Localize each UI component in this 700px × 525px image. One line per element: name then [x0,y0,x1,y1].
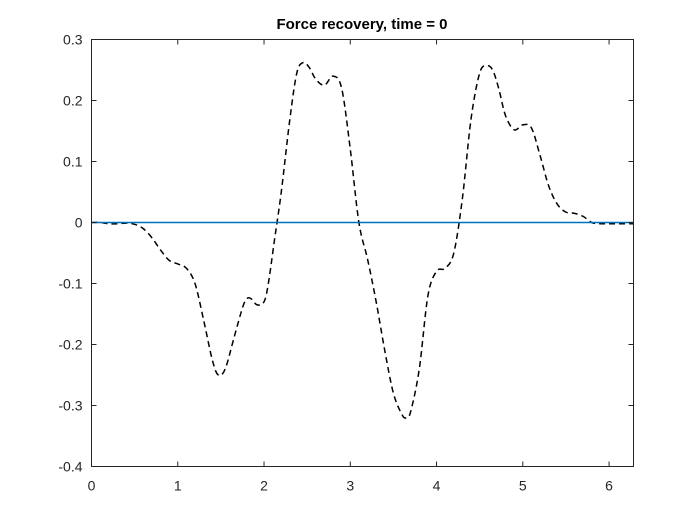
series-layer [91,61,634,419]
plot-area [91,39,634,467]
y-tick-label: 0 [75,215,83,231]
y-tick-label: 0.2 [63,93,83,109]
x-axis: 0 1 2 3 4 5 6 [88,39,613,494]
x-tick-label: 3 [346,478,354,494]
x-tick-label: 0 [88,478,96,494]
x-tick-label: 4 [433,478,441,494]
y-tick-label: -0.3 [58,398,82,414]
y-tick-label: -0.2 [58,337,82,353]
y-tick-label: -0.1 [58,276,82,292]
x-tick-label: 1 [174,478,182,494]
axes-box [91,39,634,467]
x-tick-label: 5 [519,478,527,494]
y-tick-label: -0.4 [58,459,82,475]
chart-title: Force recovery, time = 0 [276,16,447,33]
x-tick-label: 6 [605,478,613,494]
y-tick-label: 0.3 [63,32,83,48]
y-tick-label: 0.1 [63,154,83,170]
x-tick-label: 2 [260,478,268,494]
y-axis: -0.4 -0.3 -0.2 -0.1 0 0.1 0.2 0.3 [58,32,634,475]
